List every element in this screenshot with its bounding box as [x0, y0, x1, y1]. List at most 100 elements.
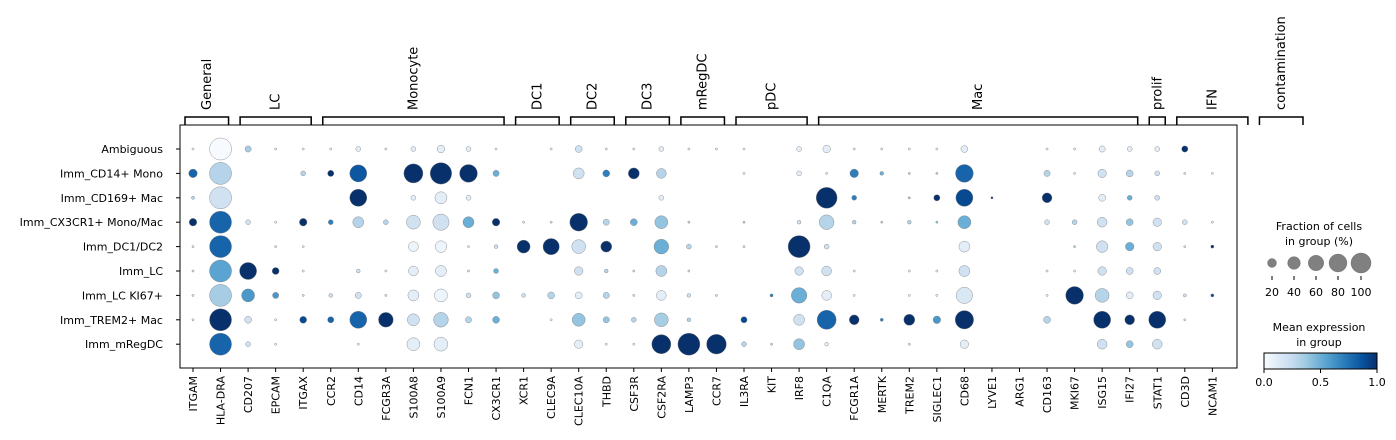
dot-imm-dc1-dc2-clec10a: [571, 239, 586, 254]
dot-imm-lc-ki67-s100a9: [434, 288, 448, 303]
dot-imm-lc-ki67-itgax: [301, 294, 305, 297]
gene-label-arg1: ARG1: [1014, 376, 1027, 407]
dot-imm-cx3cr1-mono-mac-thbd: [602, 218, 610, 226]
dot-imm-lc-itgax: [301, 269, 305, 273]
dot-imm-dc1-dc2-hla-dra: [209, 235, 232, 258]
gene-label-xcr1: XCR1: [518, 376, 531, 405]
dot-imm-cx3cr1-mono-mac-stat1: [1152, 217, 1162, 227]
dot-imm-cx3cr1-mono-mac-il3ra: [742, 220, 746, 224]
dot-ambiguous-c1qa: [822, 144, 831, 154]
dot-imm-lc-ki67-itgam: [191, 294, 195, 297]
dot-imm-dc1-dc2-irf8: [787, 235, 811, 258]
dot-imm-dc1-dc2-thbd: [600, 240, 612, 253]
dot-imm-trem2-mac-itgax: [299, 316, 307, 324]
dot-imm-lc-ki67-ncam1: [1210, 293, 1215, 298]
dot-imm-cd14-mono-cd68: [955, 164, 974, 183]
dot-imm-dc1-dc2-clec9a: [542, 238, 560, 255]
dot-imm-mregdc-epcam: [274, 342, 277, 346]
size-legend-title-1: Fraction of cells: [1276, 220, 1362, 233]
gene-label-c1qa: C1QA: [821, 376, 834, 407]
dot-imm-trem2-mac-lamp3: [686, 317, 692, 322]
dot-imm-cx3cr1-mono-mac-xcr1: [522, 220, 525, 224]
group-bracket-prolif: [1148, 116, 1166, 125]
group-label-ifn: IFN: [1205, 89, 1220, 110]
dot-imm-cd14-mono-ifi27: [1126, 169, 1134, 178]
dot-imm-cd169-mac-csf2ra: [658, 195, 665, 201]
gene-label-cd14: CD14: [352, 376, 365, 406]
group-label-monocyte: Monocyte: [406, 47, 421, 110]
size-legend-label: 20: [1265, 286, 1279, 299]
group-bracket-lc: [239, 116, 312, 125]
gene-label-thbd: THBD: [600, 376, 613, 408]
dot-imm-cx3cr1-mono-mac-clec10a: [569, 213, 588, 232]
colorbar-label: 1.0: [1368, 376, 1386, 389]
dot-imm-cx3cr1-mono-mac-ncam1: [1211, 220, 1214, 224]
row-labels: Ambiguous Imm_CD14+ Mono Imm_CD169+ Mac Imm…: [20, 143, 180, 351]
dot-ambiguous-clec10a: [575, 145, 583, 153]
plot-frame: [179, 124, 1238, 369]
gene-label-s100a8: S100A8: [407, 376, 420, 419]
dot-imm-trem2-mac-il3ra: [740, 316, 748, 324]
dot-imm-cd14-mono-ncam1: [1211, 172, 1214, 175]
dot-imm-cx3cr1-mono-mac-s100a8: [406, 215, 421, 230]
dot-imm-trem2-mac-itgam: [191, 318, 195, 322]
dot-imm-cd14-mono-irf8: [796, 170, 802, 177]
gene-label-ccr2: CCR2: [325, 376, 338, 406]
dot-ambiguous-fcn1: [465, 146, 472, 152]
dot-imm-lc-cd207: [239, 262, 257, 280]
dot-imm-cd14-mono-s100a9: [430, 162, 452, 185]
dot-ambiguous-stat1: [1154, 146, 1160, 152]
dot-imm-cd14-mono-trem2: [908, 172, 911, 175]
dot-imm-dc1-dc2-s100a9: [434, 240, 447, 253]
dot-imm-lc-csf2ra: [655, 265, 668, 277]
dot-imm-lc-fcgr3a: [384, 269, 388, 273]
dot-imm-trem2-mac-csf2ra: [654, 312, 669, 327]
row-label-imm-cx3cr1-mono-mac: Imm_CX3CR1+ Mono/Mac: [20, 216, 163, 229]
dot-imm-mregdc-ifi27: [1126, 340, 1134, 348]
gene-label-csf3r: CSF3R: [628, 376, 641, 412]
dot-imm-lc-ifi27: [1126, 267, 1134, 275]
dot-imm-lc-cd163: [1045, 269, 1049, 273]
dot-imm-lc-c1qa: [821, 265, 832, 277]
dot-imm-cd169-mac-siglec1: [933, 194, 941, 202]
gene-label-clec9a: CLEC9A: [545, 376, 558, 419]
dot-imm-cd169-mac-lyve1: [990, 196, 994, 200]
dot-imm-dc1-dc2-cd68: [958, 240, 971, 253]
dot-imm-lc-mki67: [1073, 269, 1076, 273]
dot-ambiguous-il3ra: [742, 147, 746, 151]
dot-imm-lc-ki67-irf8: [791, 287, 808, 304]
color-legend: Mean expression in group 0.0 0.5 1.0: [1255, 321, 1386, 389]
gene-label-fcgr1a: FCGR1A: [848, 376, 861, 421]
dot-ambiguous-itgax: [301, 147, 305, 151]
gene-label-isg15: ISG15: [1096, 376, 1109, 409]
dot-ambiguous-s100a9: [436, 144, 445, 154]
dot-imm-cd14-mono-cd14: [349, 164, 368, 183]
dot-imm-cx3cr1-mono-mac-mki67: [1071, 219, 1078, 225]
dot-imm-cd14-mono-siglec1: [935, 172, 939, 175]
dot-ambiguous-fcgr3a: [384, 147, 388, 151]
dot-imm-cx3cr1-mono-mac-cd14: [352, 216, 364, 228]
dot-imm-cd14-mono-clec10a: [573, 167, 585, 180]
dot-imm-trem2-mac-fcgr1a: [849, 314, 860, 325]
dot-imm-trem2-mac-cx3cr1: [492, 316, 500, 324]
dot-imm-dc1-dc2-isg15: [1096, 240, 1109, 253]
size-legend-label: 60: [1309, 286, 1323, 299]
dot-imm-lc-ki67-trem2: [908, 294, 911, 297]
colorbar: [1263, 352, 1378, 370]
gene-group-brackets: General LC Monocyte DC1 DC2 DC3 mRegDC pDC Mac pr…: [184, 16, 1304, 125]
dot-imm-cx3cr1-mono-mac-lamp3: [687, 220, 691, 224]
dot-imm-trem2-mac-siglec1: [932, 315, 941, 324]
dot-imm-mregdc-kit: [770, 342, 773, 346]
dot-imm-lc-ki67-xcr1: [521, 293, 526, 298]
dot-imm-lc-ki67-c1qa: [821, 290, 832, 301]
dot-imm-cd14-mono-fcgr1a: [849, 168, 859, 178]
dot-imm-lc-ki67-isg15: [1094, 288, 1110, 303]
gene-label-fcgr3a: FCGR3A: [380, 376, 393, 421]
row-label-imm-mregdc: Imm_mRegDC: [85, 338, 163, 351]
gene-label-lamp3: LAMP3: [683, 376, 696, 413]
dot-imm-lc-cd68: [958, 265, 971, 277]
dot-imm-lc-ki67-ifi27: [1126, 291, 1134, 300]
size-legend-title-2: in group (%): [1285, 235, 1353, 248]
dot-imm-lc-cx3cr1: [493, 268, 499, 274]
dot-imm-trem2-mac-s100a8: [407, 313, 420, 327]
